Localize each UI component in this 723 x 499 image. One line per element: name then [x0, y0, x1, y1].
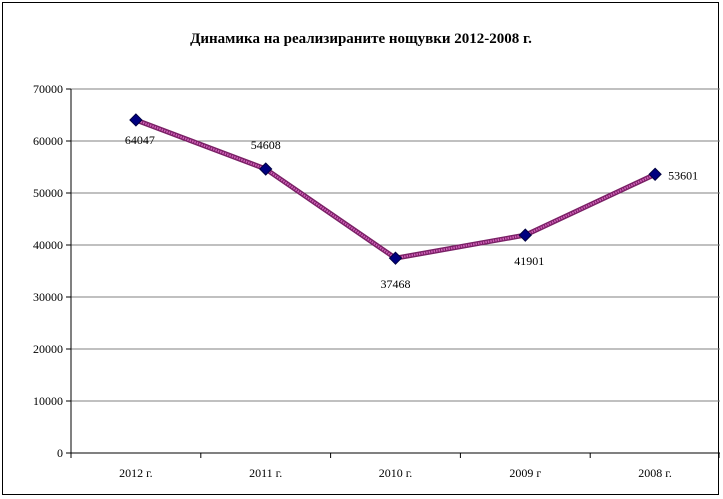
y-tick-label: 30000: [33, 290, 63, 304]
y-tick-label: 0: [57, 446, 63, 460]
data-label: 37468: [381, 277, 411, 291]
series-layer: [130, 114, 661, 264]
y-tick-label: 40000: [33, 238, 63, 252]
y-tick-label: 50000: [33, 186, 63, 200]
chart-title: Динамика на реализираните нощувки 2012-2…: [190, 31, 532, 47]
data-labels: 64047 54608 37468 41901 53601: [125, 133, 698, 291]
data-label: 64047: [125, 133, 155, 147]
gridlines: [71, 89, 720, 401]
chart-frame: Динамика на реализираните нощувки 2012-2…: [2, 2, 719, 495]
line-chart: Динамика на реализираните нощувки 2012-2…: [3, 3, 720, 496]
y-tick-label: 20000: [33, 342, 63, 356]
y-tick-label: 10000: [33, 394, 63, 408]
x-tick-label: 2012 г.: [119, 466, 153, 480]
data-label: 54608: [251, 138, 281, 152]
data-label: 41901: [514, 254, 544, 268]
x-tick-label: 2011 г.: [249, 466, 282, 480]
x-tick-label: 2008 г.: [638, 466, 672, 480]
x-tick-label: 2010 г.: [379, 466, 413, 480]
data-label: 53601: [668, 168, 698, 182]
y-tick-label: 70000: [33, 82, 63, 96]
x-tick-label: 2009 г: [509, 466, 541, 480]
y-tick-label: 60000: [33, 134, 63, 148]
